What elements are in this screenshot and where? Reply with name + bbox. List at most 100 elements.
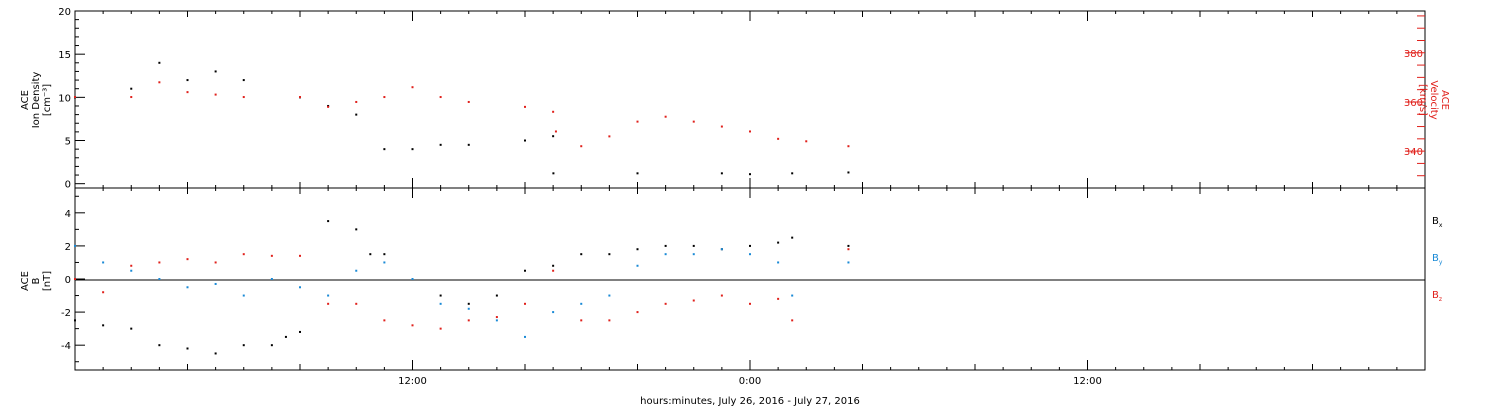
data-point <box>467 302 470 305</box>
ion-density-series <box>74 61 850 176</box>
data-point <box>749 253 751 256</box>
data-point <box>524 105 526 108</box>
data-point <box>524 269 526 272</box>
data-point <box>749 130 751 133</box>
data-point <box>439 327 442 330</box>
data-point <box>439 302 442 305</box>
data-point <box>439 143 442 146</box>
data-point <box>791 172 794 175</box>
data-point <box>777 241 780 244</box>
data-point <box>580 302 583 305</box>
data-point <box>355 228 358 231</box>
data-point <box>749 244 751 247</box>
bottom-left-tick-label: -2 <box>61 308 71 319</box>
data-point <box>411 86 414 89</box>
top-left-ylabel-line-1: ACE <box>20 90 31 110</box>
data-point <box>664 115 667 118</box>
legend-by-label: By <box>1432 253 1443 266</box>
bx-series <box>74 220 850 355</box>
data-point <box>580 145 583 148</box>
legend-bx: Bx <box>1432 216 1443 229</box>
data-point <box>636 264 639 267</box>
data-point <box>777 261 780 264</box>
data-point <box>791 319 794 322</box>
data-point <box>552 264 555 267</box>
data-point <box>383 148 386 151</box>
data-point <box>383 96 386 99</box>
data-point <box>242 253 245 256</box>
bottom-panel-frame <box>74 187 1426 371</box>
data-point <box>439 294 442 297</box>
data-point <box>847 248 850 251</box>
data-point <box>242 344 245 347</box>
legend-by: By <box>1432 253 1443 266</box>
top-left-ylabel-line-3: [cm⁻³] <box>42 84 53 116</box>
data-point <box>158 261 161 264</box>
top-right-ylabel-line-3: [km/s] <box>1417 84 1428 116</box>
bottom-left-tick-label: 0 <box>65 275 71 286</box>
data-point <box>692 299 695 302</box>
data-point <box>636 248 639 251</box>
data-point <box>74 278 76 280</box>
data-point <box>552 172 555 175</box>
data-point <box>270 254 273 257</box>
by-series <box>74 244 850 338</box>
top-left-tick-label: 0 <box>65 180 71 191</box>
data-point <box>270 344 273 347</box>
data-point <box>214 93 217 96</box>
data-point <box>608 319 611 322</box>
data-point <box>524 335 526 338</box>
data-point <box>299 330 301 333</box>
data-point <box>369 253 372 256</box>
velocity-series <box>74 81 850 148</box>
data-point <box>186 347 189 350</box>
data-point <box>847 145 850 148</box>
data-point <box>186 286 189 289</box>
data-point <box>552 135 555 138</box>
data-point <box>580 319 583 322</box>
top-left-ylabel-line-2: Ion Density <box>31 72 42 129</box>
data-point <box>777 297 780 300</box>
top-right-tick-label: 340 <box>1404 147 1423 158</box>
data-point <box>411 278 414 280</box>
data-point <box>467 100 470 103</box>
data-point <box>411 148 414 151</box>
data-point <box>495 316 498 319</box>
top-right-ylabel-line-2: Velocity <box>1428 80 1439 119</box>
data-point <box>692 244 695 247</box>
legend-bz: Bz <box>1432 290 1442 303</box>
data-point <box>327 294 330 297</box>
data-point <box>186 258 189 261</box>
legend: Bx By Bz <box>1432 216 1443 303</box>
top-right-tick-label: 360 <box>1404 98 1423 109</box>
top-right-ylabel-line-1: ACE <box>1439 90 1450 110</box>
data-point <box>552 269 555 272</box>
data-point <box>439 96 442 99</box>
data-point <box>664 253 667 256</box>
data-point <box>74 319 76 322</box>
data-point <box>467 143 470 146</box>
data-point <box>242 294 245 297</box>
data-point <box>102 324 105 327</box>
data-point <box>242 79 245 82</box>
data-point <box>158 344 161 347</box>
data-point <box>158 278 161 280</box>
data-point <box>130 327 133 330</box>
ticks: 12:00 0:00 12:00 0 5 10 15 20 340 360 380 -4 -2 0 2 4 <box>58 7 1426 387</box>
data-point <box>692 253 695 256</box>
data-point <box>636 172 639 175</box>
bottom-left-ylabel: ACE B [nT] <box>20 271 53 291</box>
data-point <box>355 113 358 116</box>
bottom-left-ylabel-line-3: [nT] <box>42 271 53 291</box>
bottom-left-tick-label: 2 <box>65 242 71 253</box>
data-point <box>495 294 498 297</box>
data-point <box>130 87 133 90</box>
data-point <box>608 135 611 138</box>
data-point <box>749 173 751 176</box>
data-point <box>664 302 667 305</box>
data-point <box>467 319 470 322</box>
x-axis-label: hours:minutes, July 26, 2016 - July 27, … <box>640 396 860 407</box>
data-point <box>242 96 245 99</box>
top-right-ylabel: ACE Velocity [km/s] <box>1417 80 1450 119</box>
